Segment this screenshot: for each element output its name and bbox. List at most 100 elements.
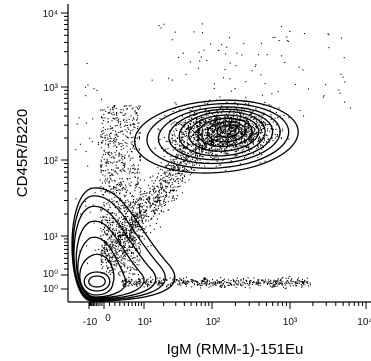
event-dot <box>130 181 132 183</box>
event-dot <box>109 134 111 136</box>
event-dot <box>125 231 127 233</box>
event-dot <box>115 107 117 109</box>
event-dot <box>279 282 281 284</box>
event-dot <box>292 281 294 283</box>
event-dot <box>118 232 120 234</box>
event-dot <box>103 248 105 250</box>
event-dot <box>215 118 217 120</box>
event-dot <box>114 196 116 198</box>
event-dot <box>192 163 194 165</box>
event-dot <box>199 154 201 156</box>
event-dot <box>211 146 213 148</box>
event-dot <box>115 130 117 132</box>
event-dot <box>292 285 294 287</box>
event-dot <box>205 138 207 140</box>
event-dot <box>113 113 115 115</box>
event-dot <box>112 241 114 243</box>
event-dot <box>106 213 108 215</box>
event-dot <box>107 151 109 153</box>
event-dot <box>224 119 226 121</box>
event-dot <box>179 178 181 180</box>
event-dot <box>304 280 306 282</box>
event-dot <box>211 132 213 134</box>
event-dot <box>193 130 195 132</box>
event-dot <box>101 244 103 246</box>
event-dot <box>135 225 137 227</box>
event-dot <box>145 195 147 197</box>
event-dot <box>210 117 212 119</box>
event-dot <box>252 133 254 135</box>
event-dot <box>229 130 231 132</box>
event-dot <box>242 284 244 286</box>
event-dot <box>215 130 217 132</box>
event-dot <box>226 137 228 139</box>
event-dot <box>245 116 247 118</box>
event-dot <box>240 283 242 285</box>
event-dot <box>223 126 225 128</box>
event-dot <box>217 135 219 137</box>
event-dot <box>262 137 264 139</box>
event-dot <box>241 130 243 132</box>
contour-upper-population <box>206 120 247 143</box>
event-dot <box>104 227 106 229</box>
event-dot <box>196 129 198 131</box>
event-dot <box>101 230 103 232</box>
event-dot <box>240 139 242 141</box>
event-dot <box>128 172 130 174</box>
event-dot <box>85 205 87 207</box>
event-dot <box>134 227 136 229</box>
event-dot <box>126 119 128 121</box>
event-dot <box>219 124 221 126</box>
event-dot <box>180 122 182 124</box>
event-dot <box>158 129 160 131</box>
event-dot <box>100 260 102 262</box>
event-dot <box>219 117 221 119</box>
event-dot <box>101 122 103 124</box>
event-dot <box>195 120 197 122</box>
event-dot <box>267 279 269 281</box>
event-dot <box>119 245 121 247</box>
event-dot <box>136 171 138 173</box>
event-dot <box>110 261 112 263</box>
event-dot <box>224 149 226 151</box>
event-dot <box>130 280 132 282</box>
event-dot <box>199 133 201 135</box>
event-dot <box>126 208 128 210</box>
event-dot <box>167 163 169 165</box>
event-dot <box>159 281 161 283</box>
event-dot <box>206 103 208 105</box>
event-dot <box>215 165 217 167</box>
event-dot <box>200 135 202 137</box>
event-dot <box>105 110 107 112</box>
event-dot <box>290 280 292 282</box>
event-dot <box>245 146 247 148</box>
event-dot <box>202 136 204 138</box>
event-dot <box>260 126 262 128</box>
event-dot <box>171 169 173 171</box>
event-dot <box>135 183 137 185</box>
event-dot <box>247 142 249 144</box>
event-dot <box>123 241 125 243</box>
event-dot <box>225 130 227 132</box>
event-dot <box>245 103 247 105</box>
event-dot <box>191 279 193 281</box>
event-dot <box>93 88 95 90</box>
event-dot <box>103 137 105 139</box>
event-dot <box>160 282 162 284</box>
event-dot <box>249 150 251 152</box>
event-dot <box>137 220 139 222</box>
event-dot <box>231 144 233 146</box>
event-dot <box>137 225 139 227</box>
event-dot <box>232 146 234 148</box>
event-dot <box>112 188 114 190</box>
event-dot <box>152 215 154 217</box>
contour-lower-population <box>75 220 145 299</box>
event-dot <box>177 172 179 174</box>
event-dot <box>125 207 127 209</box>
event-dot <box>134 168 136 170</box>
event-dot <box>149 190 151 192</box>
event-dot <box>109 227 111 229</box>
event-dot <box>110 173 112 175</box>
event-dot <box>181 180 183 182</box>
event-dot <box>233 127 235 129</box>
